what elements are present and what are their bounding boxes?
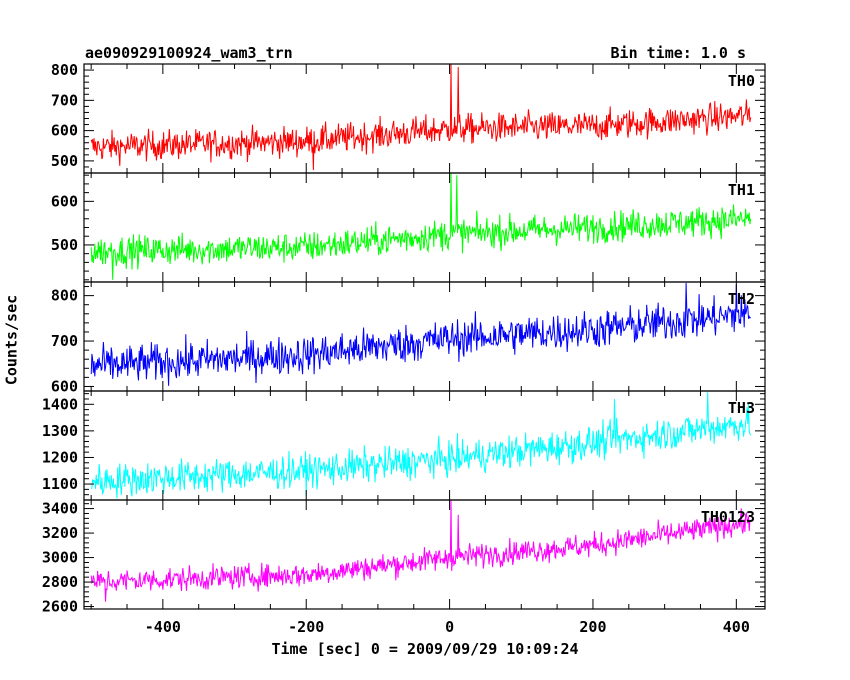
panel-label-th1: TH1 xyxy=(728,181,755,199)
panel-frame-th3 xyxy=(83,390,766,501)
panel-label-th2: TH2 xyxy=(728,290,755,308)
series-line-th0123 xyxy=(90,500,752,602)
y-axis-label: Counts/sec xyxy=(2,294,21,386)
series-line-th0 xyxy=(90,64,752,171)
x-tick-label: -400 xyxy=(145,618,181,636)
y-tick-label: 600 xyxy=(51,122,78,140)
y-tick-label: 2600 xyxy=(42,598,78,616)
series-line-th1 xyxy=(90,173,752,280)
series-line-th3 xyxy=(90,392,752,499)
x-tick-label: 200 xyxy=(579,618,606,636)
x-tick-label: -200 xyxy=(288,618,324,636)
y-tick-label: 600 xyxy=(51,377,78,395)
y-tick-label: 700 xyxy=(51,332,78,350)
y-tick-label: 800 xyxy=(51,61,78,79)
panel-frame-th0123 xyxy=(83,499,766,610)
plot-title: ae090929100924_wam3_trn xyxy=(85,44,293,62)
panel-label-th0123: TH0123 xyxy=(701,508,755,526)
series-line-th2 xyxy=(90,282,751,386)
y-tick-label: 500 xyxy=(51,152,78,170)
x-tick-label: 400 xyxy=(723,618,750,636)
y-tick-label: 3400 xyxy=(42,500,78,518)
y-tick-label: 700 xyxy=(51,91,78,109)
y-tick-label: 500 xyxy=(51,236,78,254)
y-tick-label: 3000 xyxy=(42,549,78,567)
y-tick-label: 1200 xyxy=(42,448,78,466)
y-tick-label: 1300 xyxy=(42,422,78,440)
y-tick-label: 3200 xyxy=(42,524,78,542)
bin-time-label: Bin time: 1.0 s xyxy=(610,44,746,62)
y-tick-label: 1100 xyxy=(42,475,78,493)
panel-label-th3: TH3 xyxy=(728,399,755,417)
y-tick-label: 2800 xyxy=(42,573,78,591)
x-axis-label: Time [sec] 0 = 2009/09/29 10:09:24 xyxy=(271,640,579,658)
y-tick-label: 600 xyxy=(51,192,78,210)
x-tick-label: 0 xyxy=(445,618,454,636)
y-tick-label: 800 xyxy=(51,287,78,305)
y-tick-label: 1400 xyxy=(42,395,78,413)
panel-label-th0: TH0 xyxy=(728,72,755,90)
